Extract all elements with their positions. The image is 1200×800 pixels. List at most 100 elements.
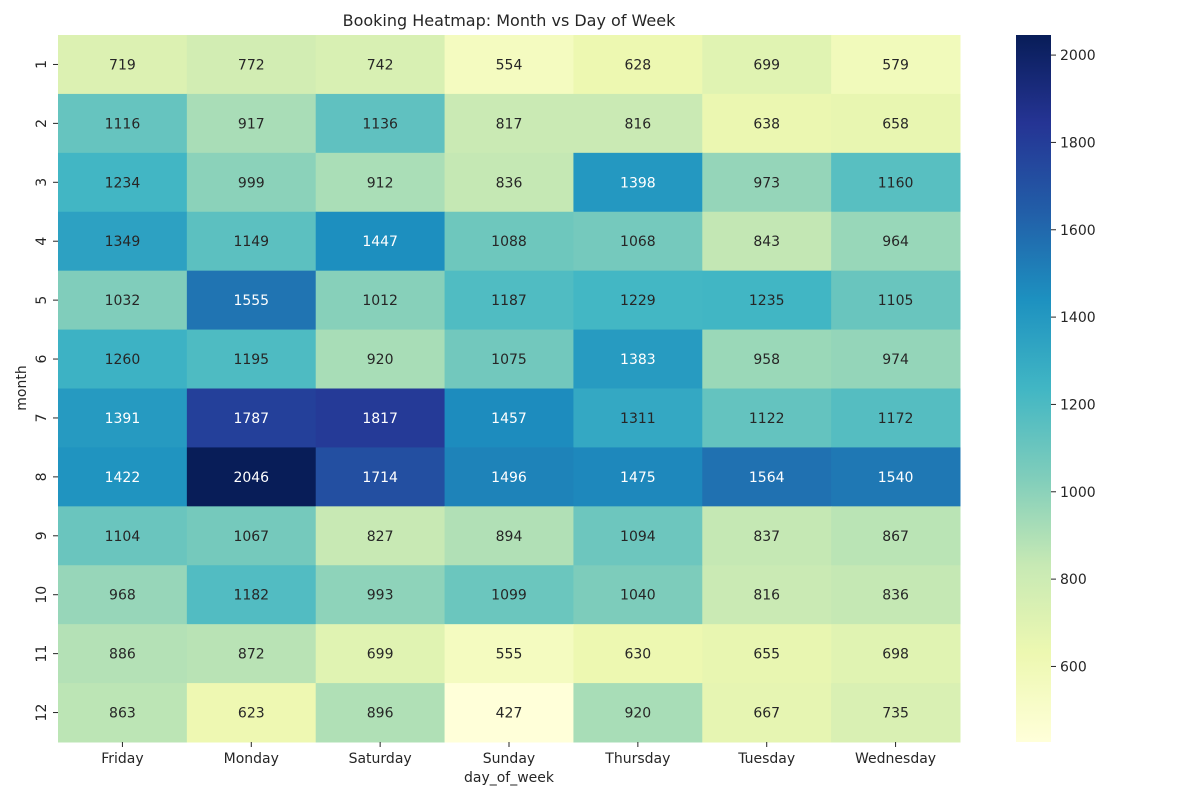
heatmap-cell — [831, 93, 961, 154]
heatmap-cell — [444, 565, 574, 625]
cell-value-label: 1187 — [491, 293, 527, 309]
cell-value-label: 1714 — [362, 470, 398, 486]
cell-value-label: 742 — [367, 57, 394, 73]
cell-value-label: 920 — [367, 352, 394, 368]
cell-value-label: 1012 — [362, 293, 398, 309]
cell-value-label: 1160 — [878, 175, 914, 191]
x-tick-label: Wednesday — [855, 751, 936, 767]
heatmap-cell — [315, 447, 446, 507]
cell-value-label: 1105 — [878, 293, 914, 309]
heatmap-cell — [573, 565, 703, 625]
heatmap-cell — [573, 683, 703, 743]
cell-value-label: 658 — [882, 116, 909, 132]
heatmap-cell — [702, 35, 832, 95]
y-tick-label: 1 — [34, 60, 50, 69]
colorbar-tick-label: 800 — [1060, 572, 1087, 588]
heatmap-cell — [315, 35, 446, 95]
heatmap-cell — [444, 447, 574, 507]
heatmap-cell — [186, 388, 317, 448]
cell-value-label: 628 — [624, 57, 651, 73]
x-tick-label: Friday — [101, 751, 143, 767]
heatmap-cell — [58, 388, 188, 448]
cell-value-label: 1075 — [491, 352, 527, 368]
y-tick-label: 2 — [34, 119, 50, 128]
cell-value-label: 699 — [367, 647, 394, 663]
heatmap-cell — [573, 447, 703, 507]
heatmap-cell — [444, 270, 574, 331]
cell-value-label: 1422 — [105, 470, 141, 486]
colorbar-tick-label: 600 — [1060, 659, 1087, 675]
cell-value-label: 1235 — [749, 293, 785, 309]
heatmap-cell — [186, 624, 317, 684]
colorbar-tick-label: 1800 — [1060, 135, 1096, 151]
heatmap-cell — [573, 329, 703, 389]
colorbar-tick-label: 1000 — [1060, 485, 1096, 501]
cell-value-label: 1391 — [105, 411, 141, 427]
cell-value-label: 699 — [753, 57, 780, 73]
heatmap-cell — [702, 624, 832, 684]
cell-value-label: 999 — [238, 175, 265, 191]
heatmap-cell — [186, 211, 317, 272]
colorbar-tick-label: 1400 — [1060, 310, 1096, 326]
x-tick-label: Monday — [224, 751, 279, 767]
heatmap-cell — [315, 152, 446, 213]
heatmap-cell — [702, 565, 832, 625]
cell-value-label: 655 — [753, 647, 780, 663]
cell-value-label: 1068 — [620, 234, 656, 250]
cell-value-label: 667 — [753, 706, 780, 722]
cell-value-label: 1116 — [105, 116, 141, 132]
cell-value-label: 554 — [496, 57, 523, 73]
cell-value-label: 867 — [882, 529, 909, 545]
heatmap-cell — [186, 270, 317, 331]
cell-value-label: 735 — [882, 706, 909, 722]
heatmap-cell — [702, 683, 832, 743]
heatmap-cells: 719 772 742 554 628 699 579 1116 917 1136 817 816 63… — [58, 35, 961, 743]
heatmap-cell — [702, 270, 832, 331]
heatmap-cell — [702, 447, 832, 507]
heatmap-cell — [186, 447, 317, 507]
heatmap-cell — [315, 388, 446, 448]
heatmap-cell — [315, 211, 446, 272]
cell-value-label: 1067 — [233, 529, 269, 545]
y-tick-label: 6 — [34, 355, 50, 364]
heatmap-cell — [58, 35, 188, 95]
cell-value-label: 1088 — [491, 234, 527, 250]
heatmap-cell — [573, 388, 703, 448]
x-tick-label: Tuesday — [737, 751, 795, 767]
cell-value-label: 1182 — [233, 588, 269, 604]
cell-value-label: 964 — [882, 234, 909, 250]
heatmap-cell — [573, 35, 703, 95]
heatmap-cell — [444, 35, 574, 95]
cell-value-label: 912 — [367, 175, 394, 191]
cell-value-label: 2046 — [233, 470, 269, 486]
heatmap-cell — [702, 211, 832, 272]
heatmap-cell — [573, 506, 703, 566]
heatmap-cell — [702, 388, 832, 448]
cell-value-label: 579 — [882, 57, 909, 73]
cell-value-label: 1398 — [620, 175, 656, 191]
heatmap-cell — [444, 506, 574, 566]
heatmap-cell — [702, 506, 832, 566]
colorbar-tick-label: 2000 — [1060, 48, 1096, 64]
y-axis-label: month — [14, 365, 30, 410]
x-axis-label: day_of_week — [464, 770, 555, 786]
cell-value-label: 427 — [496, 706, 523, 722]
cell-value-label: 1311 — [620, 411, 656, 427]
colorbar-tick-label: 1600 — [1060, 223, 1096, 239]
x-tick-label: Sunday — [483, 751, 535, 767]
cell-value-label: 894 — [496, 529, 523, 545]
cell-value-label: 1172 — [878, 411, 914, 427]
cell-value-label: 1496 — [491, 470, 527, 486]
heatmap-cell — [315, 565, 446, 625]
cell-value-label: 886 — [109, 647, 136, 663]
cell-value-label: 958 — [753, 352, 780, 368]
cell-value-label: 917 — [238, 116, 265, 132]
heatmap-cell — [831, 683, 961, 743]
y-tick-label: 9 — [34, 531, 50, 540]
heatmap-cell — [444, 683, 574, 743]
x-axis-ticks: Friday Monday Saturday Sunday Thursday Tuesda… — [101, 742, 936, 767]
heatmap-cell — [573, 270, 703, 331]
y-tick-label: 7 — [34, 413, 50, 422]
cell-value-label: 843 — [753, 234, 780, 250]
